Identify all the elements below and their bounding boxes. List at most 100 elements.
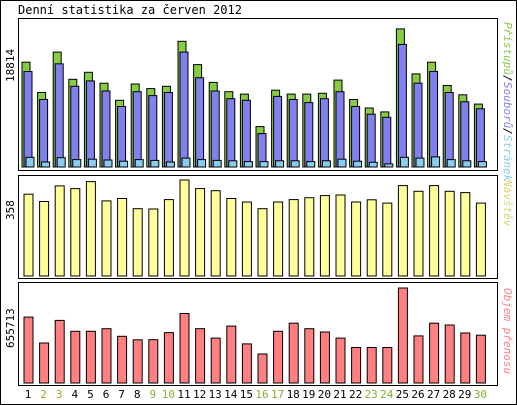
x-tick-label: 22 — [349, 388, 362, 401]
bar-souboru — [288, 99, 298, 168]
bar-souboru — [179, 51, 189, 168]
bar-objem — [39, 342, 50, 384]
bar-navstev — [210, 190, 221, 277]
bar-objem — [335, 337, 346, 384]
bar-stranek — [337, 158, 347, 168]
x-tick-label: 12 — [193, 388, 206, 401]
visits-legend: Návštěv — [500, 180, 514, 280]
chart-title: Denní statistika za červen 2012 — [18, 3, 242, 17]
bar-souboru — [210, 90, 220, 168]
bar-souboru — [148, 95, 158, 168]
bar-objem — [304, 328, 315, 384]
bar-souboru — [195, 77, 205, 168]
x-tick-label: 15 — [240, 388, 253, 401]
x-tick-label: 28 — [443, 388, 456, 401]
bar-objem — [257, 353, 268, 384]
x-tick-label: 6 — [103, 388, 110, 401]
bar-stranek — [384, 163, 394, 168]
legend-stranek: Stránek — [501, 134, 514, 181]
bar-objem — [475, 334, 486, 384]
bar-souboru — [475, 108, 485, 168]
bar-objem — [226, 325, 237, 384]
bar-navstev — [429, 185, 440, 277]
bar-navstev — [226, 198, 237, 277]
x-tick-label: 4 — [71, 388, 78, 401]
access-legend: Přístupů/Souborů/Stránek — [500, 22, 514, 181]
bar-objem — [241, 343, 252, 384]
bar-objem — [132, 339, 143, 384]
x-tick-label: 9 — [149, 388, 156, 401]
x-tick-label: 27 — [427, 388, 440, 401]
bar-navstev — [195, 188, 206, 277]
bar-navstev — [335, 194, 346, 277]
bar-objem — [382, 347, 393, 384]
bar-stranek — [415, 157, 425, 168]
bar-stranek — [56, 157, 66, 168]
x-tick-label: 7 — [118, 388, 125, 401]
bar-objem — [70, 330, 81, 384]
x-tick-label: 14 — [224, 388, 238, 401]
legend-separator: / — [501, 127, 514, 135]
bar-souboru — [273, 95, 283, 168]
x-tick-label: 18 — [287, 388, 300, 401]
bar-navstev — [163, 199, 174, 277]
x-tick-label: 29 — [458, 388, 471, 401]
bar-souboru — [335, 91, 345, 168]
bar-souboru — [85, 80, 95, 168]
x-tick-label: 19 — [302, 388, 315, 401]
bar-objem — [429, 322, 440, 384]
volume-legend: Objem přenosu — [500, 288, 514, 398]
bar-objem — [413, 335, 424, 384]
bar-navstev — [288, 199, 299, 277]
legend-souboru: Souborů — [501, 81, 514, 128]
x-tick-label: 24 — [380, 388, 394, 401]
bar-stranek — [134, 159, 144, 168]
bar-stranek — [181, 157, 191, 168]
bar-navstev — [241, 201, 252, 277]
x-tick-label: 20 — [318, 388, 331, 401]
bar-souboru — [23, 71, 33, 168]
bar-navstev — [382, 202, 393, 277]
bar-objem — [397, 287, 408, 384]
bar-stranek — [275, 160, 285, 168]
bar-objem — [163, 332, 174, 384]
bar-stranek — [197, 159, 207, 168]
bar-objem — [366, 347, 377, 384]
bar-objem — [460, 332, 471, 384]
bar-stranek — [431, 156, 441, 168]
legend-separator: / — [501, 74, 514, 82]
bar-navstev — [413, 190, 424, 277]
bar-objem — [444, 324, 455, 384]
bar-stranek — [212, 159, 222, 168]
bar-souboru — [460, 101, 470, 168]
bar-objem — [179, 313, 190, 384]
bar-navstev — [148, 208, 159, 277]
bar-stranek — [399, 156, 409, 168]
bar-souboru — [444, 92, 454, 168]
bar-navstev — [273, 201, 284, 277]
bar-objem — [117, 335, 128, 384]
bar-stranek — [353, 160, 363, 168]
bar-stranek — [150, 159, 160, 168]
bar-navstev — [23, 193, 34, 277]
bar-navstev — [257, 208, 268, 277]
legend-pristupu: Přístupů — [501, 22, 514, 75]
bar-objem — [288, 322, 299, 384]
bar-souboru — [366, 113, 376, 168]
bar-souboru — [319, 98, 329, 168]
bar-navstev — [397, 185, 408, 277]
bar-souboru — [226, 98, 236, 168]
x-tick-label: 8 — [134, 388, 141, 401]
bar-stranek — [119, 160, 129, 168]
bar-objem — [23, 316, 34, 384]
bar-navstev — [132, 208, 143, 277]
x-tick-label: 5 — [87, 388, 94, 401]
bar-navstev — [39, 201, 50, 277]
bar-stranek — [462, 160, 472, 168]
bar-navstev — [460, 192, 471, 277]
bar-stranek — [243, 161, 253, 168]
bar-navstev — [101, 200, 112, 277]
bar-souboru — [351, 106, 361, 168]
bar-objem — [54, 319, 65, 384]
